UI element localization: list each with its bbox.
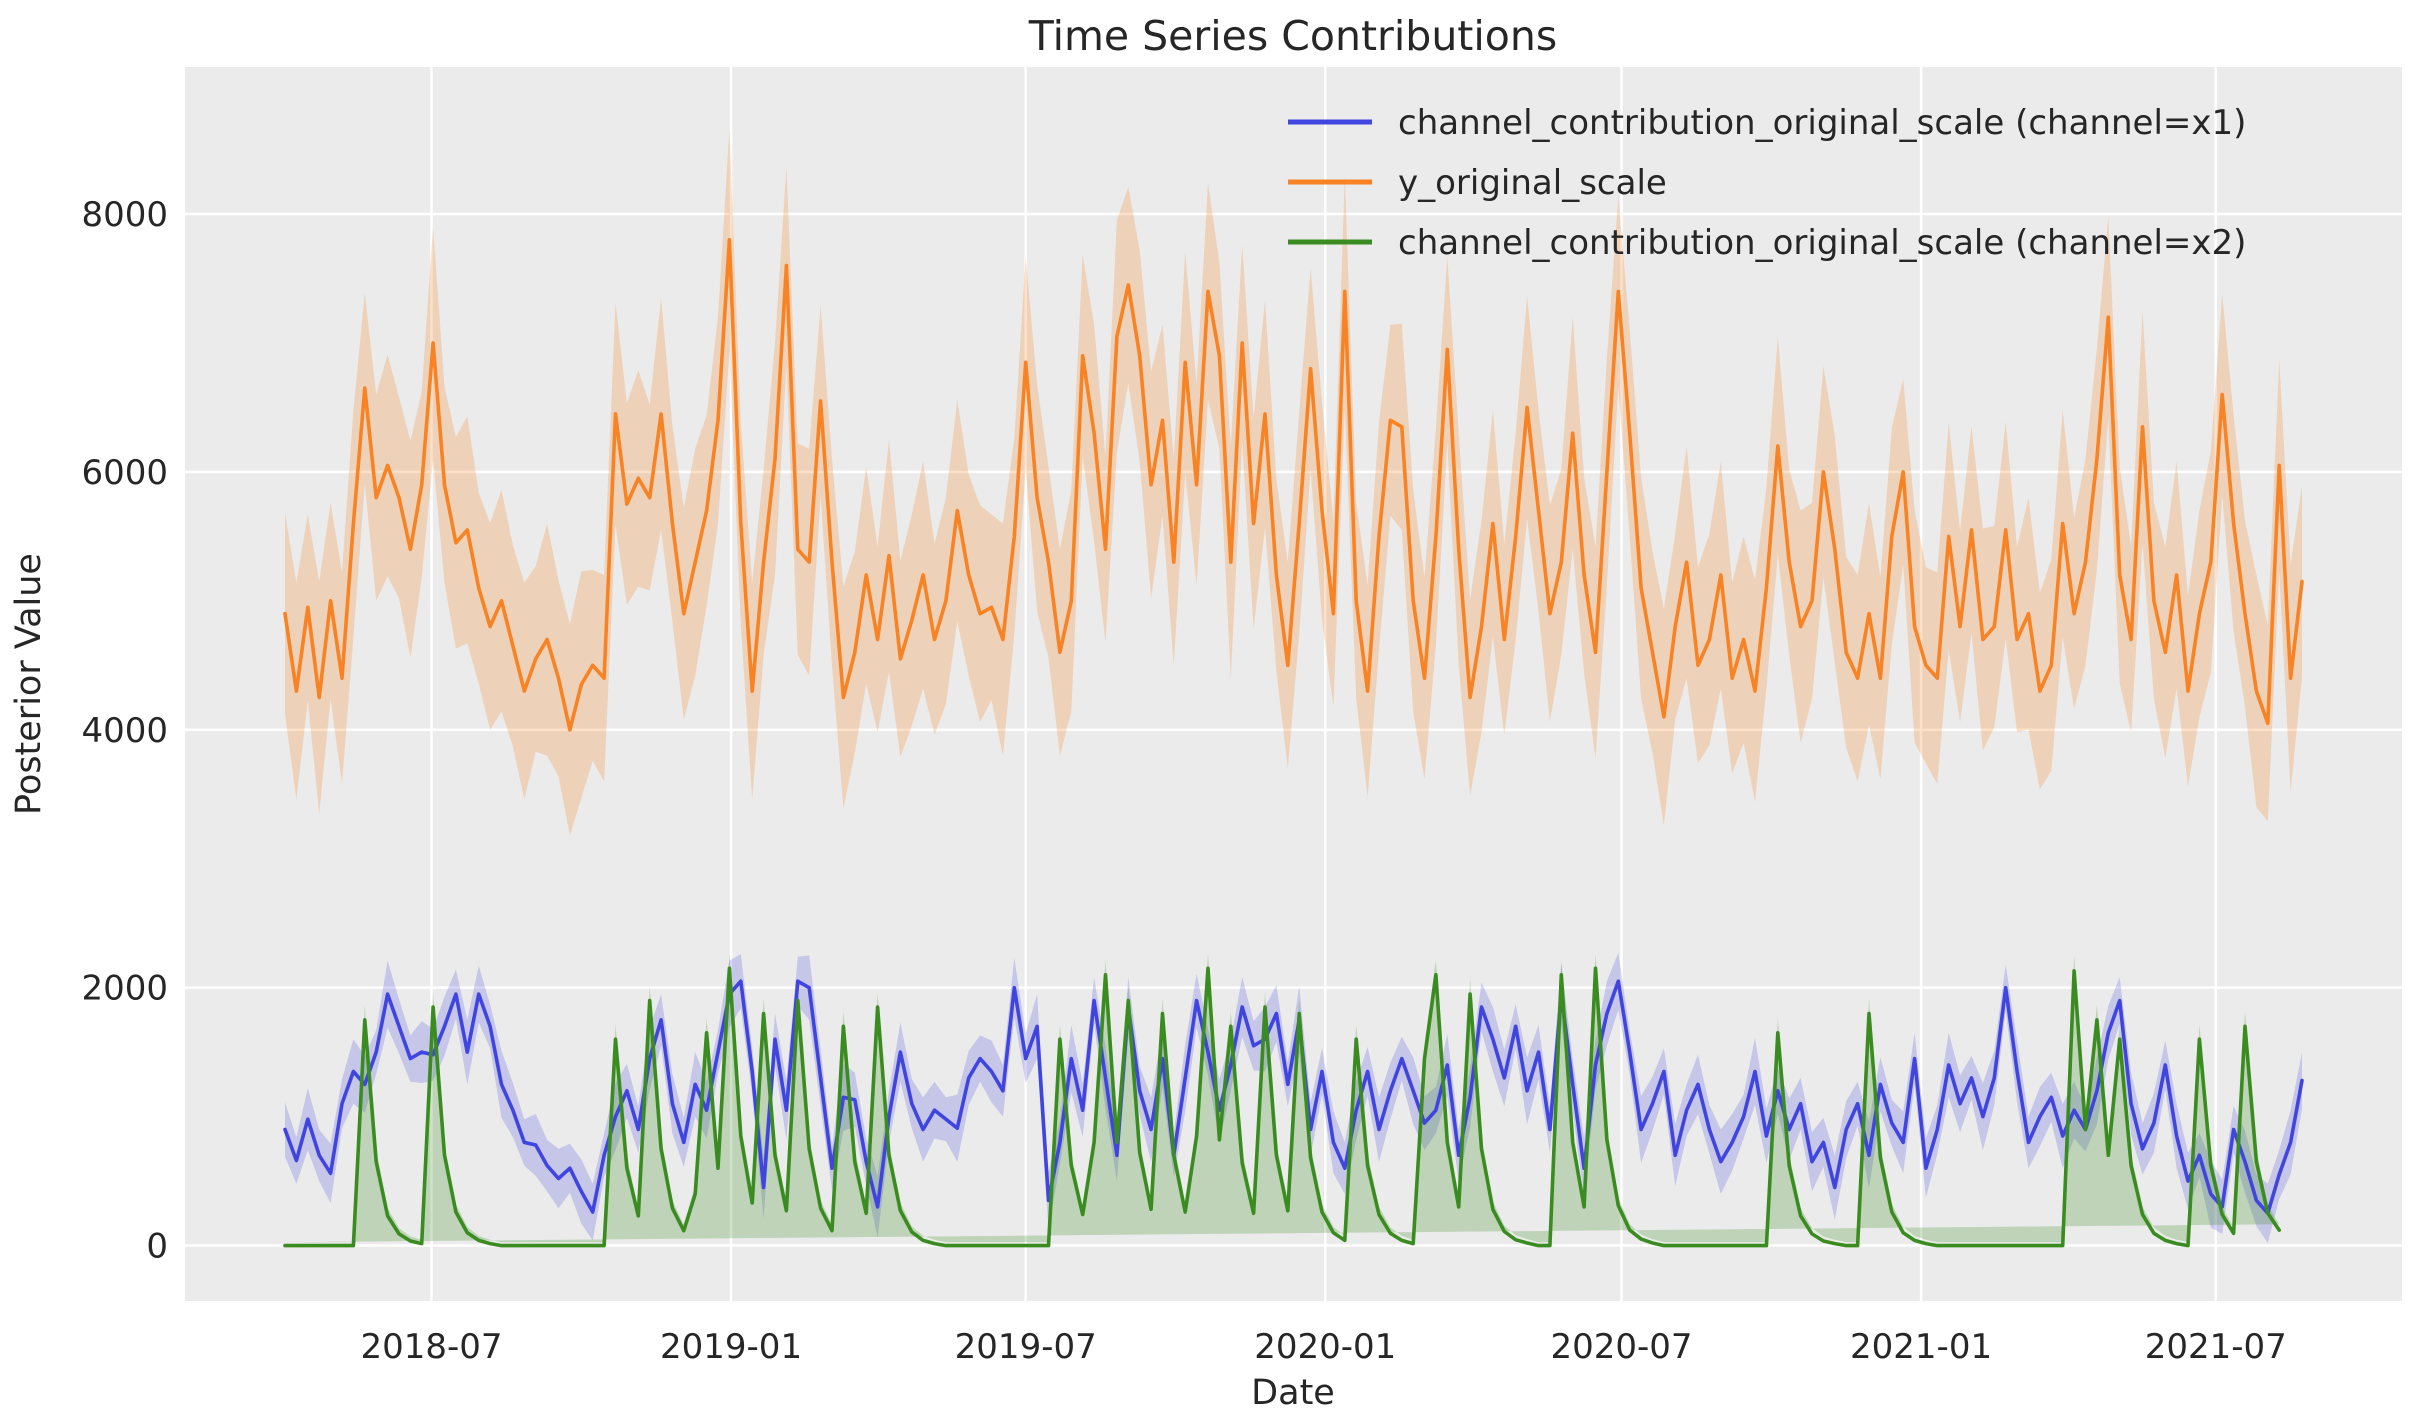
legend-label-x1: channel_contribution_original_scale (cha… <box>1398 103 2246 143</box>
y-tick-label: 6000 <box>81 453 168 493</box>
y-tick-label: 0 <box>146 1227 168 1267</box>
x-tick-label: 2019-07 <box>955 1327 1097 1367</box>
x-tick-label: 2019-01 <box>660 1327 802 1367</box>
legend: channel_contribution_original_scale (cha… <box>1288 103 2246 263</box>
hdi-band-series-2 <box>285 953 2280 1243</box>
y-axis-label: Posterior Value <box>9 553 49 815</box>
y-tick-label: 2000 <box>81 969 168 1009</box>
x-axis-label: Date <box>1251 1373 1335 1413</box>
x-tick-label: 2020-01 <box>1254 1327 1396 1367</box>
legend-label-y: y_original_scale <box>1398 163 1667 203</box>
hdi-band-series-0 <box>285 952 2302 1243</box>
x-tick-labels: 2018-07 2019-01 2019-07 2020-01 2020-07 2021-… <box>360 1327 2286 1367</box>
series-line-2 <box>283 966 2281 1248</box>
series-lines <box>283 238 2304 1248</box>
series-line-1 <box>283 238 2304 732</box>
legend-label-x2: channel_contribution_original_scale (cha… <box>1398 223 2246 263</box>
y-tick-labels: 0 2000 4000 6000 8000 <box>81 195 168 1267</box>
y-tick-label: 4000 <box>81 711 168 751</box>
x-tick-label: 2021-01 <box>1850 1327 1992 1367</box>
x-tick-label: 2018-07 <box>360 1327 502 1367</box>
x-tick-label: 2021-07 <box>2145 1327 2287 1367</box>
chart-title: Time Series Contributions <box>1028 12 1557 60</box>
y-tick-label: 8000 <box>81 195 168 235</box>
x-tick-label: 2020-07 <box>1550 1327 1692 1367</box>
